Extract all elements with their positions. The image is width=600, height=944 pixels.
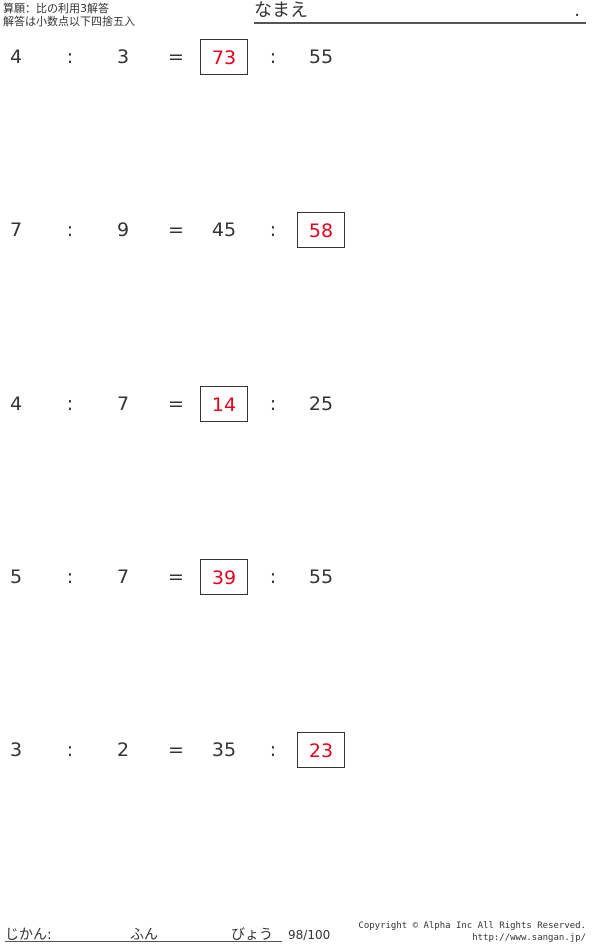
copyright: Copyright © Alpha Inc All Rights Reserve… xyxy=(358,920,586,944)
term-d: 55 xyxy=(308,566,334,588)
term-b: 7 xyxy=(116,393,130,415)
name-end: . xyxy=(574,0,580,21)
term-a: 7 xyxy=(9,219,23,241)
equals-sign: = xyxy=(168,46,184,68)
term-a: 4 xyxy=(9,46,23,68)
answer-box: 58 xyxy=(297,212,345,248)
problem-row: 4: 3 = 73: 55 xyxy=(0,39,600,75)
minutes-label: ふん xyxy=(130,927,158,943)
name-field: なまえ. xyxy=(254,0,586,24)
colon: : xyxy=(269,566,277,588)
equals-sign: = xyxy=(168,739,184,761)
problem-row: 5: 7 = 39: 55 xyxy=(0,559,600,595)
site-url: http://www.sangan.jp/ xyxy=(472,933,586,943)
term-c: 45 xyxy=(211,219,237,241)
time-label: じかん: xyxy=(5,927,52,943)
problem-row: 4: 7 = 14: 25 xyxy=(0,386,600,422)
equals-sign: = xyxy=(168,393,184,415)
colon: : xyxy=(269,219,277,241)
colon: : xyxy=(66,739,74,761)
term-b: 7 xyxy=(116,566,130,588)
time-field: じかん: ふん びょう xyxy=(5,924,282,943)
term-a: 5 xyxy=(9,566,23,588)
name-label: なまえ xyxy=(254,0,308,21)
term-b: 9 xyxy=(116,219,130,241)
equals-sign: = xyxy=(168,219,184,241)
colon: : xyxy=(269,739,277,761)
colon: : xyxy=(269,393,277,415)
seconds-label: びょう xyxy=(231,927,273,943)
answer-box: 73 xyxy=(200,39,248,75)
problem-row: 7:9 = 45:58 xyxy=(0,212,600,248)
equals-sign: = xyxy=(168,566,184,588)
term-a: 4 xyxy=(9,393,23,415)
colon: : xyxy=(66,46,74,68)
term-b: 3 xyxy=(116,46,130,68)
problem-row: 3:2 = 35:23 xyxy=(0,732,600,768)
answer-box: 14 xyxy=(200,386,248,422)
term-d: 55 xyxy=(308,46,334,68)
term-c: 35 xyxy=(211,739,237,761)
term-a: 3 xyxy=(9,739,23,761)
colon: : xyxy=(66,219,74,241)
term-b: 2 xyxy=(116,739,130,761)
copyright-text: Copyright © Alpha Inc All Rights Reserve… xyxy=(358,921,586,931)
colon: : xyxy=(269,46,277,68)
page-number: 98/100 xyxy=(288,928,331,942)
answer-box: 39 xyxy=(200,559,248,595)
rounding-note: 解答は小数点以下四捨五入 xyxy=(3,15,135,28)
colon: : xyxy=(66,393,74,415)
colon: : xyxy=(66,566,74,588)
answer-box: 23 xyxy=(297,732,345,768)
term-d: 25 xyxy=(308,393,334,415)
worksheet-title: 算願：比の利用3解答 xyxy=(3,2,109,15)
